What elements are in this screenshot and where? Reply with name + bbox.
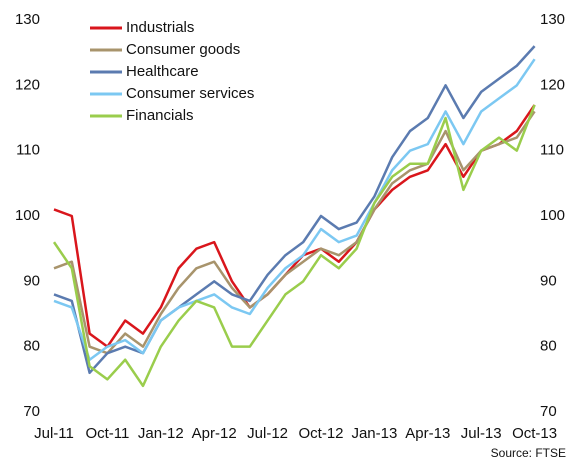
y2-tick-label: 130 <box>540 11 565 28</box>
y-tick-label: 100 <box>15 207 40 224</box>
line <box>52 104 536 388</box>
legend-label: Industrials <box>126 19 194 36</box>
y-tick-label: 110 <box>16 142 40 159</box>
y-tick-label: 80 <box>23 338 40 355</box>
y2-tick-label: 110 <box>540 142 564 159</box>
y2-tick-label: 70 <box>540 403 557 420</box>
legend-label: Financials <box>126 107 194 124</box>
y2-tick-label: 120 <box>540 76 565 93</box>
legend-label: Healthcare <box>126 63 199 80</box>
x-tick-label: Oct-11 <box>85 425 129 442</box>
line <box>53 104 536 348</box>
y-tick-label: 70 <box>23 403 40 420</box>
x-tick-label: Jul-13 <box>461 425 502 442</box>
y2-tick-label: 80 <box>540 338 557 355</box>
y2-tick-label: 100 <box>540 207 565 224</box>
y-tick-label: 130 <box>15 11 40 28</box>
legend-label: Consumer goods <box>126 41 240 58</box>
line <box>53 45 536 375</box>
source: Source: FTSE <box>491 446 566 460</box>
line <box>53 58 536 361</box>
y-tick-label: 120 <box>15 76 40 93</box>
line <box>53 110 536 355</box>
x-tick-label: Jul-11 <box>34 425 74 442</box>
x-tick-label: Apr-12 <box>192 425 237 442</box>
x-tick-label: Apr-13 <box>405 425 450 442</box>
x-tick-label: Oct-13 <box>512 425 557 442</box>
x-tick-label: Jan-12 <box>138 425 184 442</box>
x-tick-label: Oct-12 <box>298 425 343 442</box>
x-tick-label: Jul-12 <box>247 425 288 442</box>
x-tick-label: Jan-13 <box>351 425 397 442</box>
legend-label: Consumer services <box>126 85 254 102</box>
y-tick-label: 90 <box>23 272 40 289</box>
y2-tick-label: 90 <box>540 272 557 289</box>
